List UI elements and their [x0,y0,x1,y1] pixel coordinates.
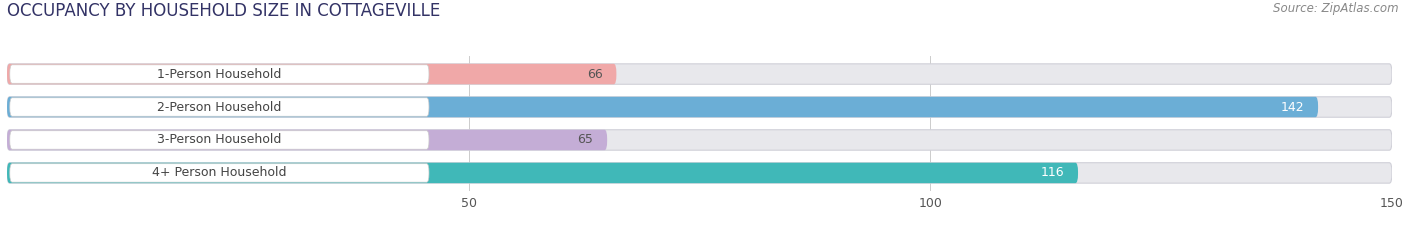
FancyBboxPatch shape [7,97,1392,117]
Text: 65: 65 [578,134,593,147]
FancyBboxPatch shape [7,64,616,84]
Text: 116: 116 [1040,166,1064,179]
FancyBboxPatch shape [7,64,1392,84]
Text: 142: 142 [1281,100,1305,113]
Text: 66: 66 [586,68,603,81]
Text: 3-Person Household: 3-Person Household [157,134,281,147]
FancyBboxPatch shape [7,97,1317,117]
FancyBboxPatch shape [10,98,429,116]
Text: Source: ZipAtlas.com: Source: ZipAtlas.com [1274,2,1399,15]
FancyBboxPatch shape [10,164,429,182]
Text: 1-Person Household: 1-Person Household [157,68,281,81]
FancyBboxPatch shape [7,163,1078,183]
Text: 4+ Person Household: 4+ Person Household [152,166,287,179]
Text: OCCUPANCY BY HOUSEHOLD SIZE IN COTTAGEVILLE: OCCUPANCY BY HOUSEHOLD SIZE IN COTTAGEVI… [7,2,440,20]
FancyBboxPatch shape [10,65,429,83]
FancyBboxPatch shape [7,163,1392,183]
FancyBboxPatch shape [10,131,429,149]
Text: 2-Person Household: 2-Person Household [157,100,281,113]
FancyBboxPatch shape [7,130,1392,150]
FancyBboxPatch shape [7,130,607,150]
